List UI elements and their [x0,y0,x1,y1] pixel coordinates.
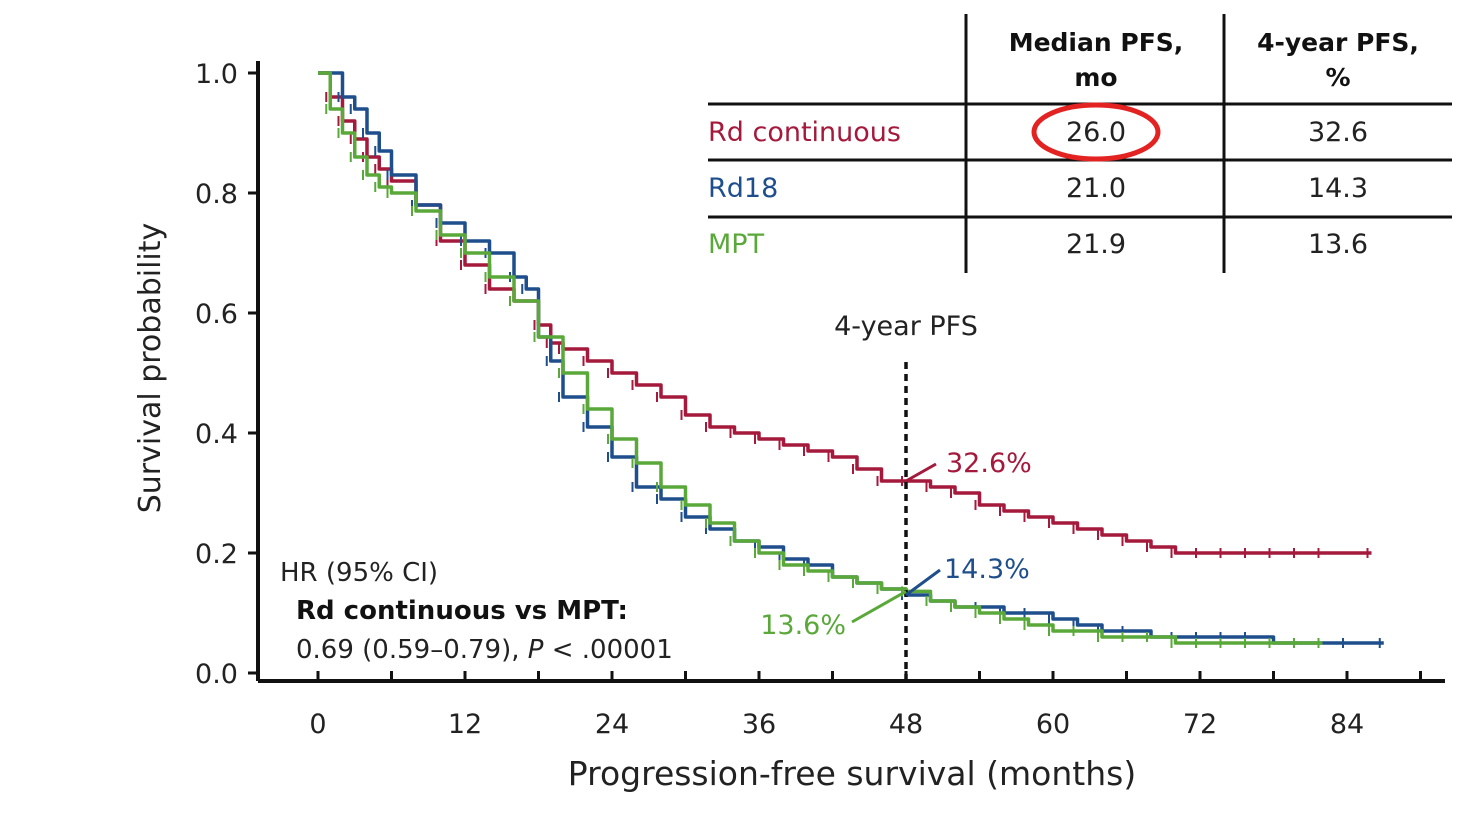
y-tick-label: 0.6 [195,299,238,330]
y-tick-label: 0.2 [195,539,238,570]
point-label-rd18: 14.3% [944,554,1030,585]
table-header-4yr-line1: 4-year PFS, [1257,28,1419,57]
y-tick-label: 0.8 [195,179,238,210]
table-cell-median-mpt: 21.9 [1066,229,1126,260]
table-cell-4yr-mpt: 13.6 [1308,229,1368,260]
hr-value: 0.69 (0.59–0.79), P < .00001 [296,635,673,665]
table-cell-4yr-rd18: 14.3 [1308,173,1368,204]
point-labels: 32.6% 14.3% 13.6% [760,448,1032,641]
table-header-median-line2: mo [1074,63,1117,92]
y-tick-label: 0.4 [195,419,238,450]
highlight-circle [1031,102,1161,162]
x-tick-label: 36 [742,709,776,740]
hr-heading: HR (95% CI) [280,558,438,588]
hr-ci: 0.69 (0.59–0.79), [296,635,528,665]
x-tick-label: 12 [448,709,482,740]
x-tick-label: 60 [1036,709,1070,740]
y-tick-label: 0.0 [195,659,238,690]
survival-curve-mpt [318,71,1323,645]
table-row-label-rd18: Rd18 [708,173,778,204]
leader-line [905,462,937,483]
hr-comparison: Rd continuous vs MPT: [296,596,628,626]
table-cell-median-rd18: 21.0 [1066,173,1126,204]
p-symbol: P [528,635,544,665]
x-axis-label: Progression-free survival (months) [568,754,1136,793]
x-tick-label: 0 [309,709,326,740]
y-tick-label: 1.0 [195,59,238,90]
x-tick-label: 48 [889,709,923,740]
table-cell-median-rd-continuous: 26.0 [1066,117,1126,148]
table-header-4yr-line2: % [1325,63,1350,92]
table-row-label-rd-continuous: Rd continuous [708,117,901,148]
inset-table: Median PFS, mo 4-year PFS, % Rd continuo… [708,14,1452,273]
table-row-label-mpt: MPT [708,229,765,260]
point-label-rd-continuous: 32.6% [946,448,1032,479]
axes: 0.0 0.2 0.4 0.6 0.8 1.0 0 12 24 36 48 60 72 84 [195,59,1445,740]
p-value: < .00001 [543,635,672,665]
survival-curves [318,71,1384,648]
y-axis-label: Survival probability [133,223,168,514]
leader-line [851,590,907,624]
table-cell-4yr-rd-continuous: 32.6 [1308,117,1368,148]
x-tick-label: 84 [1330,709,1364,740]
reference-line-label: 4-year PFS [834,311,978,342]
reference-line-group: 4-year PFS [834,311,978,681]
x-tick-label: 24 [595,709,629,740]
x-tick-label: 72 [1183,709,1217,740]
point-label-mpt: 13.6% [760,610,846,641]
leader-line [905,568,941,597]
table-header-median-line1: Median PFS, [1009,28,1184,57]
